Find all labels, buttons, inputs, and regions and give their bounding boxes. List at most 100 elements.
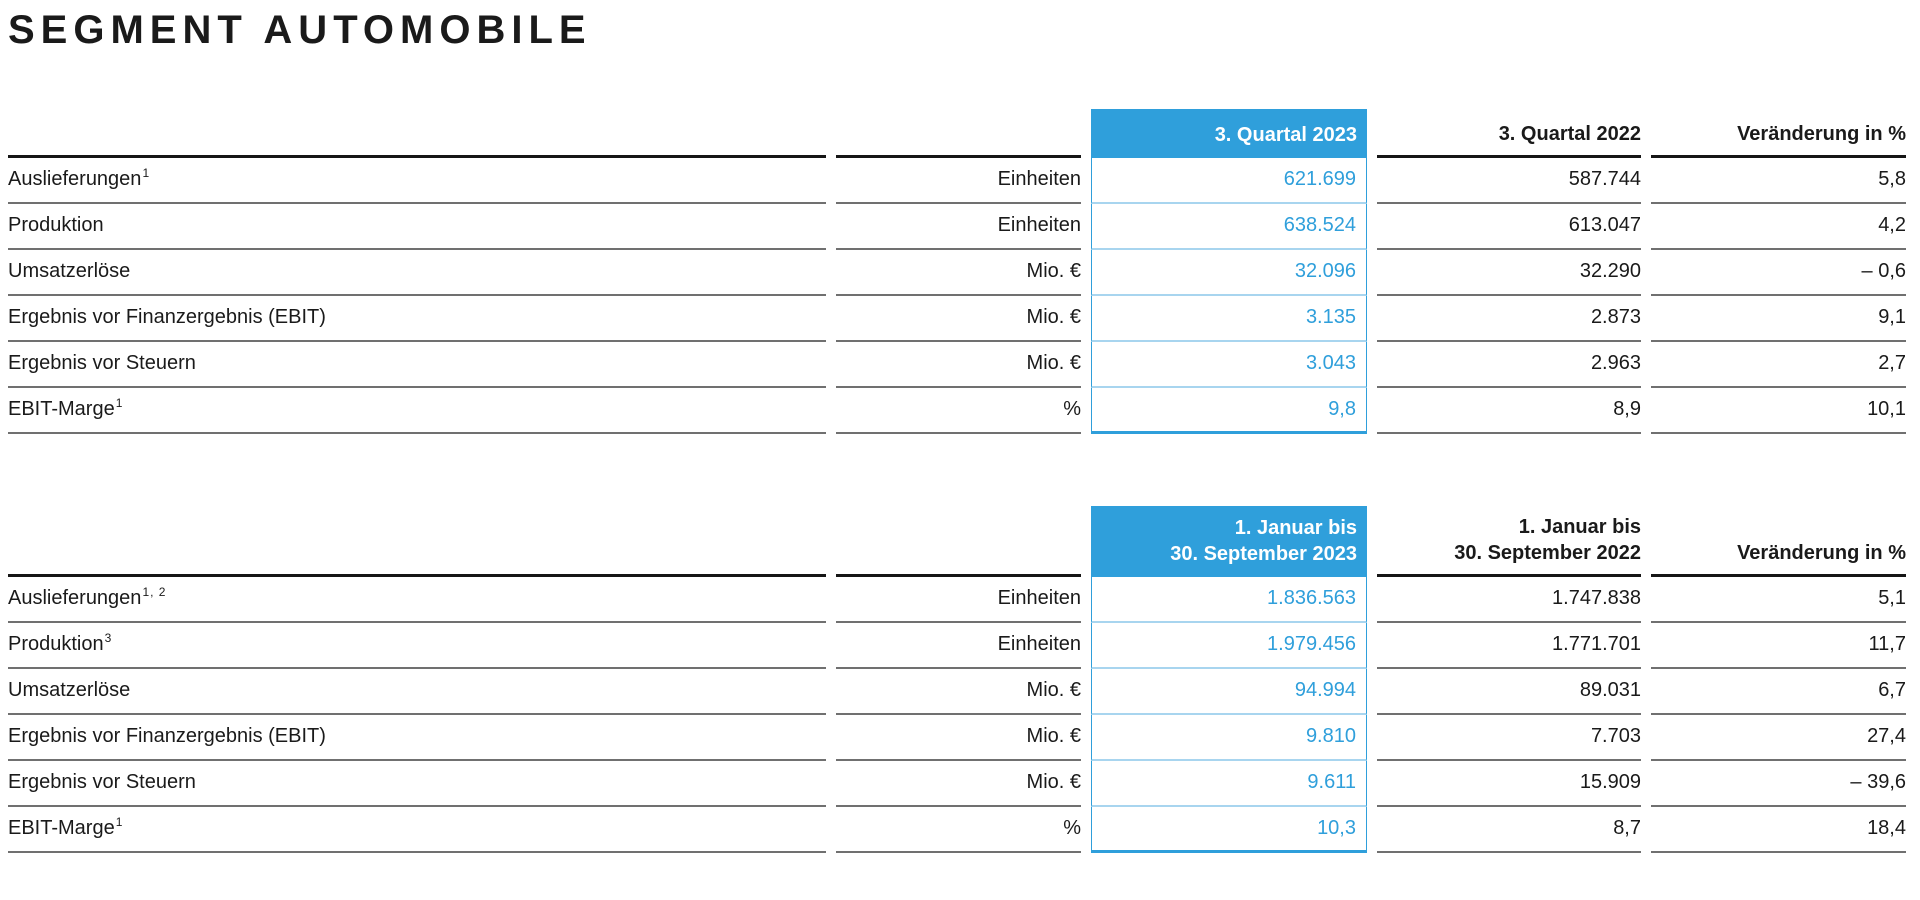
previous-period-line1: 3. Quartal 2022	[1498, 123, 1641, 145]
row-label-text: Auslieferungen	[8, 587, 142, 609]
row-previous-value: 1.747.838	[1377, 577, 1641, 623]
row-previous-value: 2.873	[1377, 296, 1641, 342]
previous-period-line2: 30. September 2022	[1454, 542, 1641, 564]
row-label: Ergebnis vor Finanzergebnis (EBIT)	[8, 296, 826, 342]
table-header-row: 3. Quartal 2023 3. Quartal 2022 Veränder…	[8, 109, 1908, 158]
row-change-value: – 0,6	[1651, 250, 1906, 296]
footnote-marker: 3	[104, 631, 113, 646]
table-row: Auslieferungen1 Einheiten 621.699 587.74…	[8, 158, 1908, 204]
row-unit: Mio. €	[836, 342, 1081, 388]
table-row: Produktion Einheiten 638.524 613.047 4,2	[8, 204, 1908, 250]
current-period-line1: 1. Januar bis	[1234, 517, 1357, 539]
row-label: Ergebnis vor Finanzergebnis (EBIT)	[8, 715, 826, 761]
row-label-text: Umsatzerlöse	[8, 679, 131, 701]
row-unit: Mio. €	[836, 296, 1081, 342]
row-change-value: 27,4	[1651, 715, 1906, 761]
row-label: Auslieferungen1	[8, 158, 826, 204]
row-label-text: Produktion	[8, 214, 104, 236]
row-previous-value: 2.963	[1377, 342, 1641, 388]
header-previous-period: 3. Quartal 2022	[1377, 109, 1641, 158]
current-period-line2: 30. September 2023	[1170, 543, 1357, 565]
row-label-text: Auslieferungen	[8, 168, 142, 190]
row-previous-value: 587.744	[1377, 158, 1641, 204]
row-current-value: 3.135	[1091, 296, 1367, 342]
row-current-value: 1.836.563	[1091, 577, 1367, 623]
row-unit: %	[836, 807, 1081, 853]
row-previous-value: 613.047	[1377, 204, 1641, 250]
row-change-value: 9,1	[1651, 296, 1906, 342]
row-label: Produktion3	[8, 623, 826, 669]
row-label-text: EBIT-Marge	[8, 398, 115, 420]
table-row: EBIT-Marge1 % 10,3 8,7 18,4	[8, 807, 1908, 853]
row-change-value: 6,7	[1651, 669, 1906, 715]
header-change-column: Veränderung in %	[1651, 506, 1906, 577]
header-current-period: 3. Quartal 2023	[1091, 109, 1367, 158]
row-previous-value: 89.031	[1377, 669, 1641, 715]
row-unit: Mio. €	[836, 715, 1081, 761]
table-row: EBIT-Marge1 % 9,8 8,9 10,1	[8, 388, 1908, 434]
row-label: Ergebnis vor Steuern	[8, 342, 826, 388]
row-unit: Mio. €	[836, 761, 1081, 807]
row-change-value: – 39,6	[1651, 761, 1906, 807]
header-label-spacer	[8, 506, 826, 577]
row-current-value: 621.699	[1091, 158, 1367, 204]
table-header-row: 1. Januar bis 30. September 2023 1. Janu…	[8, 506, 1908, 577]
row-previous-value: 8,9	[1377, 388, 1641, 434]
row-current-value: 32.096	[1091, 250, 1367, 296]
report-page: SEGMENT AUTOMOBILE 3. Quartal 2023 3. Qu…	[0, 8, 1920, 853]
row-previous-value: 7.703	[1377, 715, 1641, 761]
row-current-value: 10,3	[1091, 807, 1367, 853]
row-label: Auslieferungen1, 2	[8, 577, 826, 623]
row-unit: Einheiten	[836, 623, 1081, 669]
footnote-marker: 1	[115, 815, 124, 830]
row-unit: %	[836, 388, 1081, 434]
row-label-text: Ergebnis vor Finanzergebnis (EBIT)	[8, 725, 326, 747]
row-unit: Einheiten	[836, 158, 1081, 204]
row-change-value: 4,2	[1651, 204, 1906, 250]
row-change-value: 5,1	[1651, 577, 1906, 623]
row-previous-value: 8,7	[1377, 807, 1641, 853]
header-unit-spacer	[836, 506, 1081, 577]
row-change-value: 5,8	[1651, 158, 1906, 204]
row-label-text: Ergebnis vor Finanzergebnis (EBIT)	[8, 306, 326, 328]
row-previous-value: 1.771.701	[1377, 623, 1641, 669]
table-row: Ergebnis vor Steuern Mio. € 3.043 2.963 …	[8, 342, 1908, 388]
row-current-value: 9,8	[1091, 388, 1367, 434]
row-previous-value: 15.909	[1377, 761, 1641, 807]
row-label-text: EBIT-Marge	[8, 817, 115, 839]
row-label: EBIT-Marge1	[8, 807, 826, 853]
ytd-table: 1. Januar bis 30. September 2023 1. Janu…	[8, 506, 1908, 853]
table-row: Ergebnis vor Steuern Mio. € 9.611 15.909…	[8, 761, 1908, 807]
header-current-period: 1. Januar bis 30. September 2023	[1091, 506, 1367, 577]
row-current-value: 638.524	[1091, 204, 1367, 250]
footnote-marker: 1	[115, 396, 124, 411]
table-row: Ergebnis vor Finanzergebnis (EBIT) Mio. …	[8, 715, 1908, 761]
row-change-value: 11,7	[1651, 623, 1906, 669]
table-row: Produktion3 Einheiten 1.979.456 1.771.70…	[8, 623, 1908, 669]
header-change-column: Veränderung in %	[1651, 109, 1906, 158]
row-label-text: Umsatzerlöse	[8, 260, 131, 282]
footnote-marker: 1	[142, 166, 151, 181]
previous-period-line1: 1. Januar bis	[1518, 516, 1641, 538]
row-current-value: 9.611	[1091, 761, 1367, 807]
row-unit: Einheiten	[836, 204, 1081, 250]
table-row: Umsatzerlöse Mio. € 32.096 32.290 – 0,6	[8, 250, 1908, 296]
footnote-marker: 1, 2	[142, 585, 167, 600]
table-row: Auslieferungen1, 2 Einheiten 1.836.563 1…	[8, 577, 1908, 623]
row-current-value: 1.979.456	[1091, 623, 1367, 669]
row-label: Umsatzerlöse	[8, 250, 826, 296]
row-current-value: 9.810	[1091, 715, 1367, 761]
row-unit: Mio. €	[836, 669, 1081, 715]
row-label-text: Ergebnis vor Steuern	[8, 352, 196, 374]
row-label: EBIT-Marge1	[8, 388, 826, 434]
header-label-spacer	[8, 109, 826, 158]
row-previous-value: 32.290	[1377, 250, 1641, 296]
row-change-value: 2,7	[1651, 342, 1906, 388]
quarterly-table: 3. Quartal 2023 3. Quartal 2022 Veränder…	[8, 109, 1908, 434]
row-change-value: 10,1	[1651, 388, 1906, 434]
current-period-line1: 3. Quartal 2023	[1214, 124, 1357, 146]
header-previous-period: 1. Januar bis 30. September 2022	[1377, 506, 1641, 577]
table-row: Umsatzerlöse Mio. € 94.994 89.031 6,7	[8, 669, 1908, 715]
row-change-value: 18,4	[1651, 807, 1906, 853]
row-label: Produktion	[8, 204, 826, 250]
